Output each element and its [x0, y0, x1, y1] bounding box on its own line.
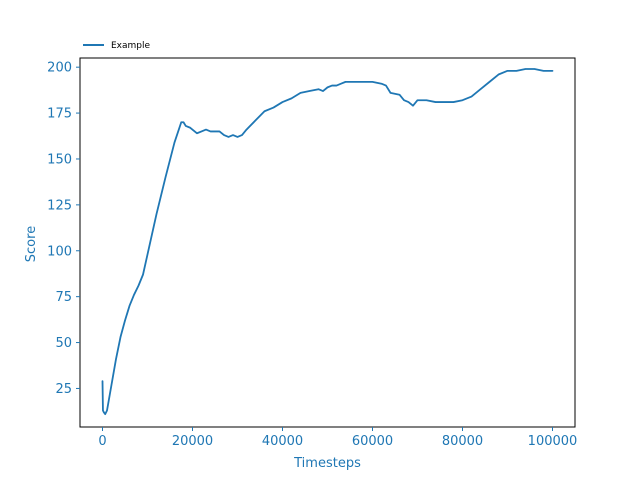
x-tick-label: 80000 — [442, 434, 483, 449]
y-tick-label: 25 — [55, 382, 72, 397]
x-axis-label: Timesteps — [293, 456, 361, 471]
y-tick-label: 125 — [47, 198, 72, 213]
y-tick-label: 50 — [55, 336, 72, 351]
x-tick-label: 0 — [98, 434, 106, 449]
x-tick-label: 40000 — [262, 434, 303, 449]
plot-frame — [79, 57, 576, 428]
x-tick-label: 60000 — [352, 434, 393, 449]
x-tick-label: 20000 — [172, 434, 213, 449]
y-tick-label: 200 — [47, 61, 72, 76]
legend: Example — [83, 41, 151, 51]
y-tick-label: 75 — [55, 290, 72, 305]
x-tick-label: 100000 — [528, 434, 578, 449]
y-axis: 25 50 75 100 125 150 175 200 — [47, 61, 80, 397]
y-tick-label: 100 — [47, 244, 72, 259]
plot-area — [79, 57, 576, 428]
legend-label-example: Example — [111, 41, 151, 51]
y-axis-label: Score — [24, 226, 39, 262]
y-tick-label: 150 — [47, 152, 72, 167]
y-tick-label: 175 — [47, 107, 72, 122]
series-line-example — [101, 68, 554, 416]
x-axis: 0 20000 40000 60000 80000 100000 — [98, 427, 577, 449]
